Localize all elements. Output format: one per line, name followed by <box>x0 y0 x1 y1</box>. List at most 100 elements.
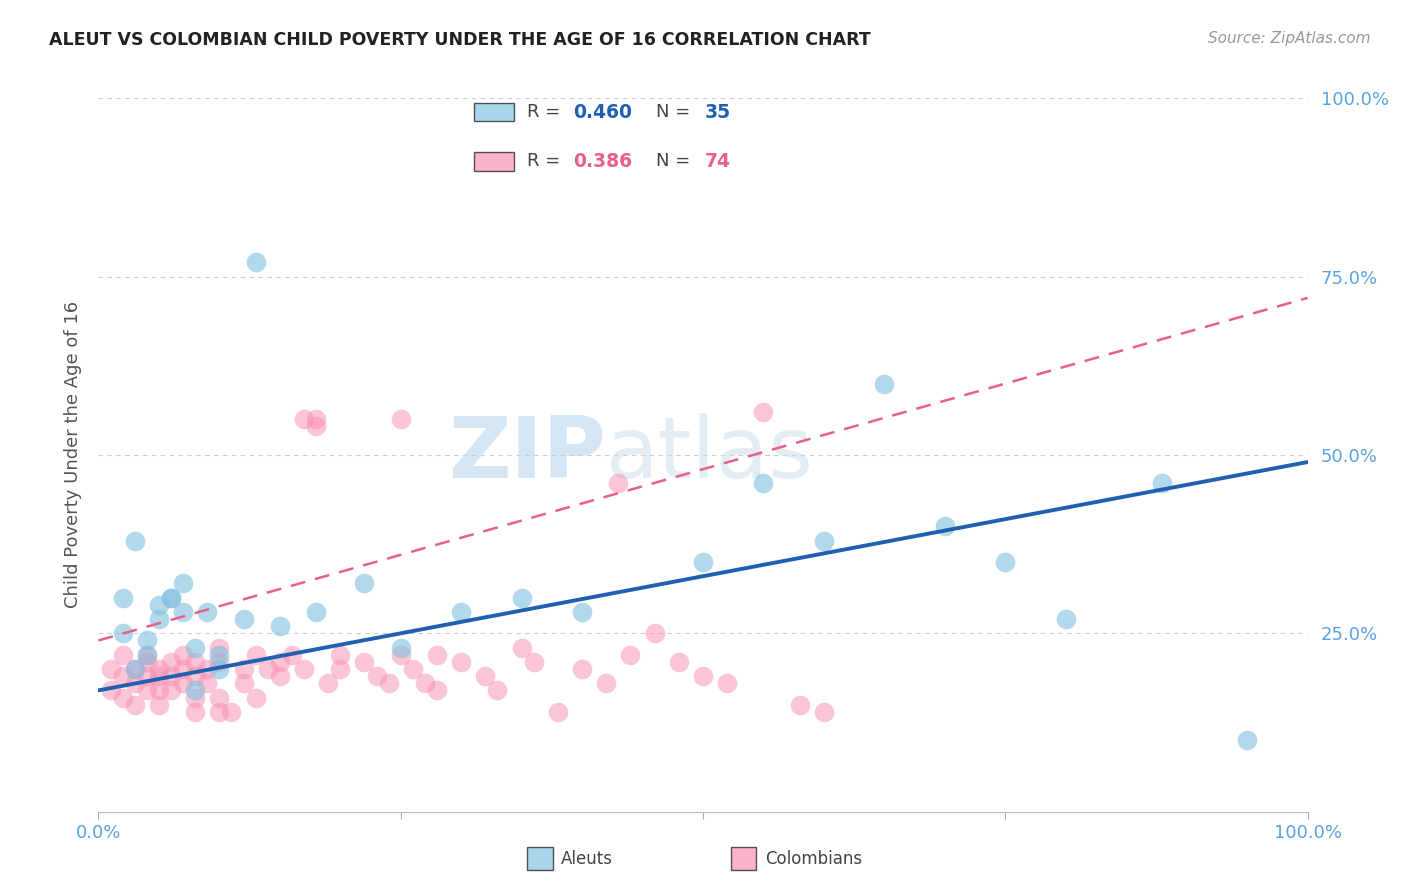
Point <box>148 669 170 683</box>
Text: 0.386: 0.386 <box>574 152 633 171</box>
Point <box>148 683 170 698</box>
Text: R =: R = <box>527 103 565 121</box>
Point <box>184 669 207 683</box>
Point <box>256 662 278 676</box>
Point <box>148 598 170 612</box>
Point <box>172 676 194 690</box>
Point <box>135 648 157 662</box>
Point <box>389 412 412 426</box>
Y-axis label: Child Poverty Under the Age of 16: Child Poverty Under the Age of 16 <box>63 301 82 608</box>
Text: atlas: atlas <box>606 413 814 497</box>
Point <box>160 591 183 605</box>
Point <box>1152 476 1174 491</box>
Point <box>595 676 617 690</box>
Point <box>184 655 207 669</box>
Point <box>232 676 254 690</box>
Point <box>195 605 218 619</box>
Text: 35: 35 <box>706 103 731 121</box>
Point <box>510 591 533 605</box>
FancyBboxPatch shape <box>474 152 513 170</box>
Point <box>135 648 157 662</box>
Point <box>402 662 425 676</box>
Point <box>208 648 231 662</box>
Point <box>184 690 207 705</box>
Point <box>111 690 134 705</box>
Point <box>486 683 509 698</box>
Point <box>245 690 267 705</box>
Point <box>1236 733 1258 747</box>
Point <box>752 476 775 491</box>
Point <box>232 662 254 676</box>
Text: N =: N = <box>655 103 696 121</box>
Point <box>221 705 243 719</box>
Text: 74: 74 <box>706 152 731 171</box>
Point <box>873 376 896 391</box>
Point <box>148 662 170 676</box>
Point <box>124 676 146 690</box>
Point <box>184 683 207 698</box>
Point <box>413 676 436 690</box>
Point <box>994 555 1017 569</box>
Point <box>571 605 593 619</box>
Point <box>389 648 412 662</box>
Point <box>208 690 231 705</box>
Point <box>668 655 690 669</box>
Point <box>292 412 315 426</box>
Text: Colombians: Colombians <box>765 850 862 868</box>
Point <box>184 640 207 655</box>
Point <box>269 669 291 683</box>
Point <box>160 683 183 698</box>
Point <box>934 519 956 533</box>
Text: Source: ZipAtlas.com: Source: ZipAtlas.com <box>1208 31 1371 46</box>
Point <box>813 533 835 548</box>
Point <box>305 412 328 426</box>
Point <box>208 640 231 655</box>
Point <box>716 676 738 690</box>
Point <box>148 698 170 712</box>
Point <box>160 591 183 605</box>
Point <box>292 662 315 676</box>
Point <box>789 698 811 712</box>
Point <box>160 655 183 669</box>
Point <box>100 683 122 698</box>
Point <box>426 648 449 662</box>
Point <box>245 648 267 662</box>
Point <box>135 683 157 698</box>
Point <box>547 705 569 719</box>
Text: N =: N = <box>655 153 696 170</box>
Point <box>619 648 641 662</box>
Point <box>232 612 254 626</box>
Point <box>692 555 714 569</box>
Point <box>281 648 304 662</box>
Text: R =: R = <box>527 153 565 170</box>
Point <box>160 669 183 683</box>
Point <box>111 626 134 640</box>
Point <box>124 533 146 548</box>
Point <box>135 669 157 683</box>
Point <box>305 419 328 434</box>
Point <box>245 255 267 269</box>
Point <box>172 648 194 662</box>
Point <box>692 669 714 683</box>
Point <box>172 662 194 676</box>
Point <box>100 662 122 676</box>
Point <box>208 662 231 676</box>
Point <box>752 405 775 419</box>
Point <box>195 662 218 676</box>
Point <box>366 669 388 683</box>
Point <box>135 655 157 669</box>
Point <box>269 619 291 633</box>
Point <box>208 655 231 669</box>
Point <box>523 655 546 669</box>
Point <box>644 626 666 640</box>
Text: ALEUT VS COLOMBIAN CHILD POVERTY UNDER THE AGE OF 16 CORRELATION CHART: ALEUT VS COLOMBIAN CHILD POVERTY UNDER T… <box>49 31 870 49</box>
Point <box>269 655 291 669</box>
Point <box>124 662 146 676</box>
Point <box>208 705 231 719</box>
Point <box>172 576 194 591</box>
Point <box>305 605 328 619</box>
Point <box>426 683 449 698</box>
Point <box>124 662 146 676</box>
Point <box>607 476 630 491</box>
Point <box>450 655 472 669</box>
